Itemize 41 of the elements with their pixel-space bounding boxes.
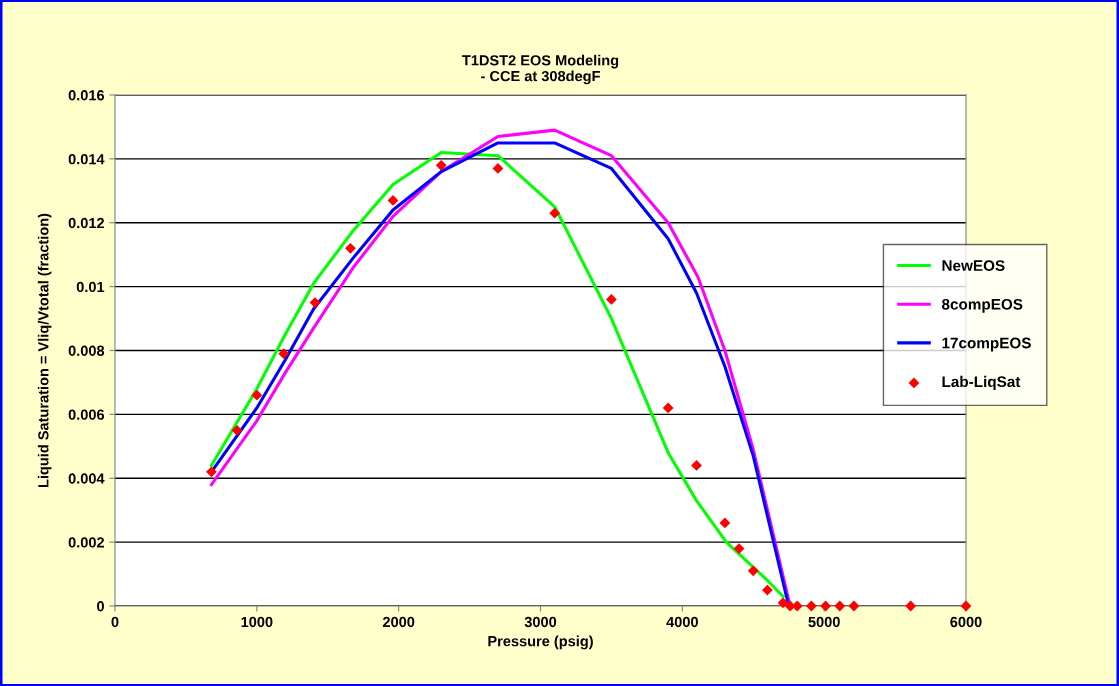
point — [435, 159, 447, 171]
y-tick-label: 0.006 — [68, 409, 105, 420]
point — [719, 517, 731, 529]
x-tick-label: 1000 — [241, 616, 273, 628]
point — [662, 402, 674, 414]
y-tick-label: 0.012 — [68, 217, 104, 229]
point — [549, 207, 561, 219]
x-tick-label: 0 — [111, 616, 119, 628]
x-axis-title: Pressure (psig) — [488, 635, 593, 650]
legend-label: 8compEOS — [941, 298, 1023, 313]
x-tick-label: 5000 — [808, 616, 840, 628]
y-tick-label: 0.01 — [76, 281, 105, 293]
point — [387, 195, 399, 206]
x-tick-label: 3000 — [524, 616, 557, 628]
y-tick-label: 0.008 — [68, 345, 105, 356]
point — [206, 466, 217, 478]
point — [834, 600, 846, 612]
legend-label: 17compEOS — [942, 337, 1031, 352]
y-tick-label: 0.002 — [68, 537, 104, 548]
y-tick-label: 0 — [97, 601, 104, 612]
x-tick-label: 2000 — [382, 616, 415, 628]
y-tick-label: 0.004 — [68, 473, 105, 484]
point — [848, 600, 860, 612]
point — [345, 242, 356, 254]
legend-label: Lab-LiqSat — [942, 375, 1021, 391]
x-tick-label: 4000 — [666, 616, 698, 628]
legend-label: NewEOS — [942, 260, 1005, 272]
point — [691, 460, 702, 471]
point — [231, 424, 243, 436]
y-axis-title: Liquid Saturation = Vliq/Vtotal (fraction) — [37, 213, 52, 488]
y-tick-label: 0.016 — [68, 90, 105, 101]
y-tick-label: 0.014 — [68, 153, 105, 165]
point — [251, 389, 263, 401]
point — [606, 294, 617, 305]
point — [747, 565, 759, 577]
point — [777, 597, 789, 609]
point — [905, 600, 917, 612]
chart-title: T1DST2 EOS Modeling - CCE at 308degF — [462, 54, 619, 85]
point — [278, 348, 290, 360]
point — [960, 600, 972, 612]
x-tick-label: 6000 — [950, 616, 982, 628]
